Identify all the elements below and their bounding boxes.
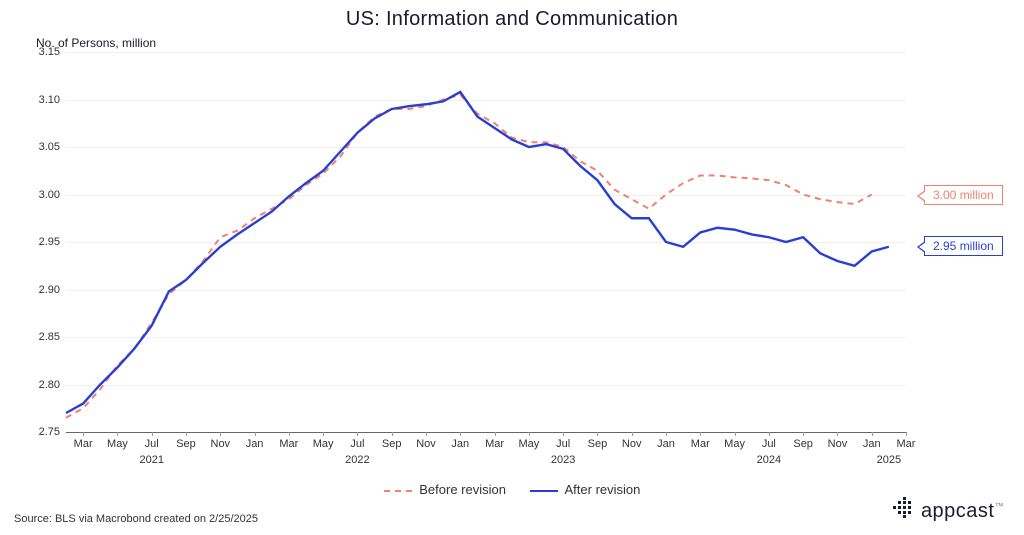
xtick-mark [495, 432, 496, 436]
xtick-mark [597, 432, 598, 436]
xyear-label: 2021 [139, 454, 163, 466]
legend-swatch-before [384, 490, 412, 492]
ytick-label: 2.95 [30, 236, 60, 248]
xtick-mark [632, 432, 633, 436]
xtick-mark [735, 432, 736, 436]
xyear-label: 2025 [877, 454, 901, 466]
xtick-mark [872, 432, 873, 436]
ytick-label: 2.80 [30, 379, 60, 391]
legend-label-after: After revision [565, 482, 641, 497]
xtick-label: Sep [588, 438, 608, 450]
xtick-mark [323, 432, 324, 436]
xtick-mark [837, 432, 838, 436]
series-before-revision [66, 95, 872, 418]
xtick-mark [906, 432, 907, 436]
gridline [66, 432, 906, 433]
legend-swatch-after [530, 490, 558, 492]
xtick-label: Mar [691, 438, 710, 450]
xtick-mark [220, 432, 221, 436]
xtick-label: May [313, 438, 334, 450]
xtick-mark [152, 432, 153, 436]
legend-item-before: Before revision [384, 482, 510, 497]
callout-before-revision: 3.00 million [924, 185, 1003, 205]
ytick-label: 3.10 [30, 94, 60, 106]
xyear-label: 2022 [345, 454, 369, 466]
xtick-label: Jul [145, 438, 159, 450]
xtick-label: Sep [382, 438, 402, 450]
xtick-mark [186, 432, 187, 436]
xtick-label: Jan [863, 438, 881, 450]
xtick-mark [700, 432, 701, 436]
xtick-label: Nov [828, 438, 848, 450]
xtick-mark [255, 432, 256, 436]
xtick-mark [529, 432, 530, 436]
xtick-mark [83, 432, 84, 436]
xtick-label: Nov [211, 438, 231, 450]
xtick-label: Jul [556, 438, 570, 450]
ytick-label: 2.90 [30, 284, 60, 296]
xyear-label: 2024 [757, 454, 781, 466]
xtick-label: May [724, 438, 745, 450]
xyear-label: 2023 [551, 454, 575, 466]
xtick-mark [117, 432, 118, 436]
legend: Before revision After revision [0, 482, 1024, 497]
ytick-label: 3.15 [30, 46, 60, 58]
xtick-mark [769, 432, 770, 436]
line-plot [66, 52, 906, 432]
xtick-label: Sep [176, 438, 196, 450]
brand-mark-icon [893, 497, 915, 525]
xtick-label: Mar [485, 438, 504, 450]
chart-area: 2.752.802.852.902.953.003.053.103.15 Mar… [36, 52, 906, 432]
source-text: Source: BLS via Macrobond created on 2/2… [14, 513, 258, 525]
xtick-mark [426, 432, 427, 436]
xtick-label: Nov [416, 438, 436, 450]
xtick-label: Jan [451, 438, 469, 450]
xtick-label: Jan [246, 438, 264, 450]
chart-title: US: Information and Communication [0, 8, 1024, 31]
xtick-mark [460, 432, 461, 436]
ytick-label: 3.05 [30, 141, 60, 153]
xtick-mark [392, 432, 393, 436]
brand-logo: appcast [893, 497, 1004, 525]
xtick-label: Sep [793, 438, 813, 450]
xtick-label: May [518, 438, 539, 450]
xtick-label: Mar [279, 438, 298, 450]
xtick-mark [563, 432, 564, 436]
xtick-label: Nov [622, 438, 642, 450]
legend-label-before: Before revision [419, 482, 506, 497]
ytick-label: 2.85 [30, 331, 60, 343]
xtick-label: Jul [350, 438, 364, 450]
callout-after-revision: 2.95 million [924, 236, 1003, 256]
xtick-label: May [107, 438, 128, 450]
xtick-label: Mar [897, 438, 916, 450]
xtick-mark [666, 432, 667, 436]
xtick-label: Jan [657, 438, 675, 450]
xtick-label: Mar [74, 438, 93, 450]
ytick-label: 3.00 [30, 189, 60, 201]
brand-text: appcast [921, 500, 1004, 523]
legend-item-after: After revision [530, 482, 641, 497]
xtick-mark [289, 432, 290, 436]
xtick-mark [803, 432, 804, 436]
ytick-label: 2.75 [30, 426, 60, 438]
series-after-revision [66, 92, 889, 413]
xtick-mark [357, 432, 358, 436]
xtick-label: Jul [762, 438, 776, 450]
